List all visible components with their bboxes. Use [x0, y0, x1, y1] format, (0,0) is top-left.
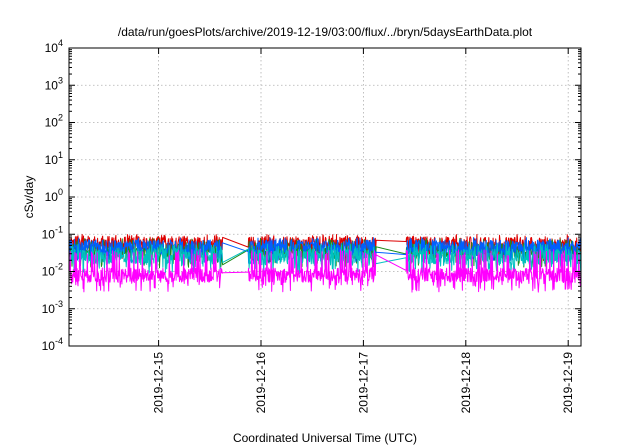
series-line	[68, 237, 582, 265]
y-tick-label: 10-2	[42, 262, 63, 279]
y-tick-label: 104	[45, 38, 63, 55]
series-layer	[68, 234, 582, 293]
y-tick-label: 100	[45, 187, 63, 204]
y-tick-label: 10-1	[42, 224, 63, 241]
y-tick-label: 101	[45, 150, 63, 167]
x-tick-label: 2019-12-17	[356, 352, 370, 414]
x-tick-label: 2019-12-18	[459, 352, 473, 414]
series-line	[68, 243, 582, 275]
grid-layer	[69, 47, 581, 347]
tick-layer: 10-4 10-3 10-2 10-1 100 101 102 103 104 2019-12-1…	[42, 38, 581, 413]
x-axis-label: Coordinated Universal Time (UTC)	[233, 431, 417, 445]
x-tick-label: 2019-12-16	[254, 352, 268, 414]
chart-title: /data/run/goesPlots/archive/2019-12-19/0…	[118, 25, 533, 39]
y-axis-label: cSv/day	[22, 176, 36, 219]
y-tick-label: 10-3	[42, 299, 63, 316]
y-tick-label: 103	[45, 75, 63, 92]
x-tick-label: 2019-12-19	[561, 352, 575, 414]
x-tick-label: 2019-12-15	[152, 352, 166, 414]
y-tick-label: 10-4	[42, 336, 63, 353]
y-tick-label: 102	[45, 113, 63, 130]
series-line	[68, 249, 582, 293]
